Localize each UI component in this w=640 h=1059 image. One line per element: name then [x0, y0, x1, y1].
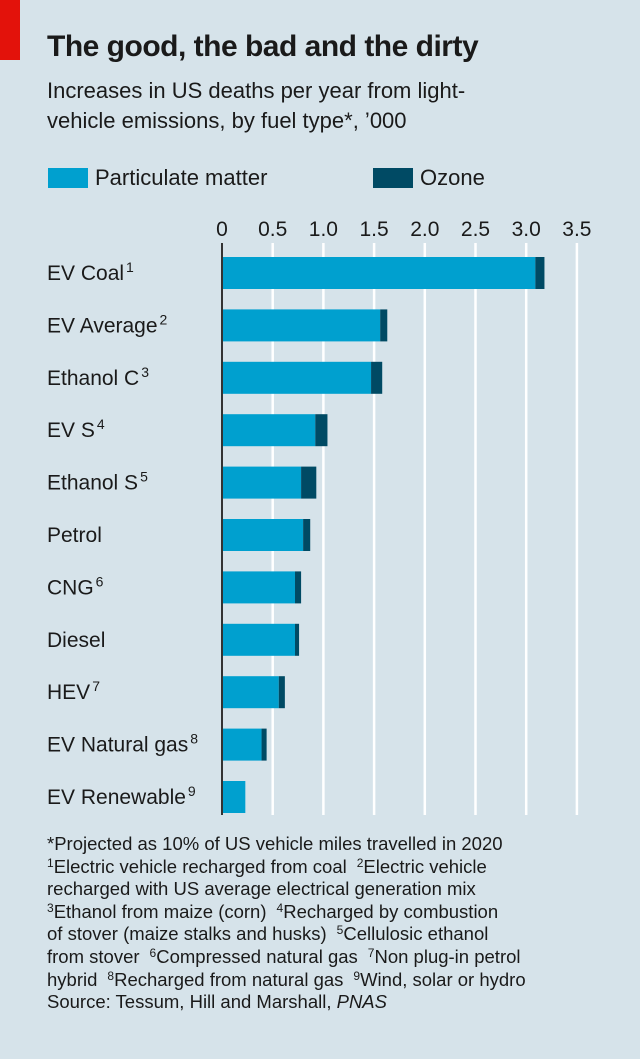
bar-particulate: [222, 519, 304, 551]
category-label: EV Coal 1: [47, 259, 134, 285]
category-label: Petrol: [47, 524, 102, 547]
legend-swatch-particulate: [48, 168, 88, 188]
bar-ozone: [295, 571, 302, 604]
footnote-marker: 5: [336, 923, 344, 938]
footnote-marker: 2: [356, 855, 364, 870]
footnote-line: *Projected as 10% of US vehicle miles tr…: [47, 833, 526, 856]
footnote-text: Source: Tessum, Hill and Marshall,: [47, 991, 337, 1013]
x-tick-label: 3.5: [562, 218, 591, 241]
x-tick-label: 3.0: [512, 218, 541, 241]
bar-ozone: [278, 676, 285, 709]
legend-ozone: Ozone: [373, 165, 485, 191]
footnote-text: *Projected as 10% of US vehicle miles tr…: [47, 833, 503, 854]
footnote-text: Electric vehicle: [363, 855, 487, 877]
footnote-marker: 6: [149, 945, 157, 960]
bar-particulate: [222, 361, 372, 394]
footnote-marker: 9: [353, 968, 361, 983]
category-label: EV Average 2: [47, 311, 168, 337]
brand-tab: [0, 0, 20, 60]
bar-ozone: [371, 361, 383, 394]
legend-particulate: Particulate matter: [48, 165, 267, 191]
footnote-line: 3Ethanol from maize (corn) 4Recharged by …: [47, 901, 526, 924]
footnote-marker: 7: [367, 945, 375, 960]
footnote-text: Wind, solar or hydro: [360, 968, 526, 990]
x-tick-label: 2.0: [410, 218, 439, 241]
category-label: EV Renewable 9: [47, 783, 196, 809]
footnote-marker: 4: [276, 900, 284, 915]
footnote-line: Source: Tessum, Hill and Marshall, PNAS: [47, 991, 526, 1014]
footnote-text: from stover: [47, 945, 140, 967]
footnote-text: Compressed natural gas: [156, 945, 358, 967]
footnote-marker: 8: [107, 968, 115, 983]
footnote-text: Recharged from natural gas: [114, 968, 344, 990]
bar-ozone: [301, 466, 317, 499]
footnote-line: of stover (maize stalks and husks) 5Cellu…: [47, 923, 526, 946]
bar-ozone: [315, 414, 328, 447]
bar-ozone: [303, 519, 311, 551]
footnote-text: recharged with US average electrical gen…: [47, 878, 476, 900]
x-tick-label: 1.5: [359, 218, 388, 241]
footnote-line: 1Electric vehicle recharged from coal 2El…: [47, 856, 526, 879]
footnote-text: hybrid: [47, 968, 98, 990]
footnote-text: Cellulosic ethanol: [343, 923, 489, 945]
chart-title: The good, the bad and the dirty: [47, 30, 479, 63]
bar-ozone: [380, 309, 388, 342]
x-tick-label: 2.5: [461, 218, 490, 241]
footnote-text: Electric vehicle recharged from coal: [53, 855, 347, 877]
footnote-marker: 1: [47, 855, 54, 870]
x-tick-label: 0.5: [258, 218, 287, 241]
category-label: HEV 7: [47, 678, 100, 704]
x-tick-label: 1.0: [309, 218, 338, 241]
footnote-text: of stover (maize stalks and husks): [47, 923, 327, 945]
category-label: Diesel: [47, 629, 105, 652]
bar-particulate: [222, 257, 536, 289]
subtitle-line: Increases in US deaths per year from lig…: [47, 78, 466, 103]
chart-subtitle: Increases in US deaths per year from lig…: [47, 76, 627, 136]
footnotes: *Projected as 10% of US vehicle miles tr…: [47, 833, 526, 1014]
bar-chart: 0 0.5 1.0 1.5 2.0 2.5 3.0 3.5 EV Coal 1 EV Average…: [47, 218, 592, 815]
bar-particulate: [222, 571, 296, 604]
subtitle-line: vehicle emissions, by fuel type*, ’000: [47, 108, 407, 133]
x-tick-label: 0: [216, 218, 228, 241]
bar-ozone: [261, 728, 267, 761]
bar-particulate: [222, 623, 296, 656]
legend-label: Particulate matter: [95, 165, 268, 190]
footnote-line: from stover 6Compressed natural gas 7Non p…: [47, 946, 526, 969]
footnote-text: Ethanol from maize (corn): [53, 900, 267, 922]
footnote-marker: 3: [47, 900, 54, 915]
bar-particulate: [222, 466, 302, 499]
bar-ozone: [535, 257, 545, 289]
footnote-line: hybrid 8Recharged from natural gas 9Wind, …: [47, 969, 526, 992]
bar-particulate: [222, 414, 316, 447]
footnote-line: recharged with US average electrical gen…: [47, 878, 526, 901]
bar-particulate: [222, 728, 262, 761]
source-journal: PNAS: [336, 991, 387, 1013]
bar-particulate: [222, 781, 246, 813]
category-label: EV Natural gas 8: [47, 731, 198, 757]
category-label: CNG 6: [47, 573, 104, 599]
bar-particulate: [222, 309, 381, 342]
footnote-text: Non plug-in petrol: [374, 945, 521, 967]
bar-ozone: [295, 623, 300, 656]
bar-particulate: [222, 676, 279, 709]
legend-label: Ozone: [420, 165, 485, 190]
footnote-text: Recharged by combustion: [283, 900, 499, 922]
legend-swatch-ozone: [373, 168, 413, 188]
